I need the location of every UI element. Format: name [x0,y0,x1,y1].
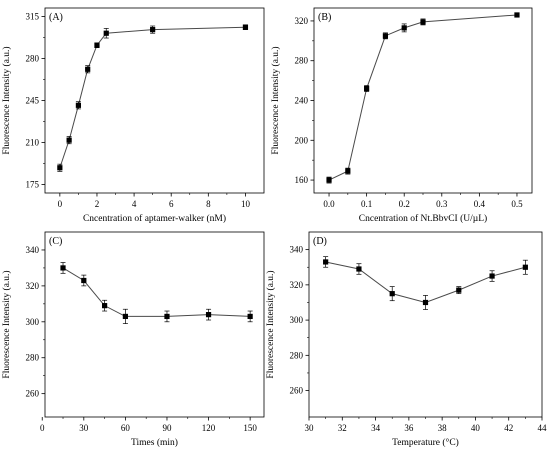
panel-label: (B) [318,12,331,23]
data-point [102,303,108,309]
data-point [401,25,407,31]
y-tick-label: 340 [290,245,304,255]
y-tick-label: 210 [26,138,40,148]
data-point [389,291,395,297]
y-axis-title: Fluorescence Intensity (a.u.) [1,270,12,378]
y-tick-label: 280 [26,353,40,363]
x-tick-label: 8 [206,199,211,209]
data-point [326,177,332,183]
data-point [323,259,329,265]
x-tick-label: 90 [162,423,172,433]
data-point [75,102,82,108]
x-tick-label: 4 [132,199,137,209]
x-tick-label: 40 [471,423,481,433]
x-tick-label: 2 [95,199,100,209]
y-tick-label: 320 [295,16,309,26]
x-tick-label: 44 [538,423,548,433]
series-line [59,26,246,168]
x-tick-label: 150 [243,423,257,433]
x-tick-label: 0.4 [474,199,486,209]
data-point [242,24,249,30]
x-axis-title: Cncentration of aptamer-walker (nM) [83,213,226,224]
y-tick-label: 320 [290,280,304,290]
x-tick-label: 42 [504,423,513,433]
data-point [60,265,66,271]
data-point [382,33,389,39]
y-tick-label: 280 [295,56,309,66]
plot-frame [44,231,265,418]
x-axis-title: Times (min) [131,437,178,448]
y-tick-label: 280 [26,53,40,63]
y-tick-label: 315 [26,11,40,21]
x-tick-label: 10 [241,199,251,209]
y-tick-label: 240 [295,96,309,106]
x-tick-label: 0.3 [436,199,448,209]
plot-frame [308,231,543,418]
y-tick-label: 260 [290,386,304,396]
series-line [328,14,518,181]
y-tick-label: 280 [290,350,304,360]
chart-panel-a: (A) 0 2 4 6 8 10 175 210 245 280 315 Cncentration of… [1,7,265,224]
x-tick-label: 0 [40,423,45,433]
y-tick-label: 160 [295,175,309,185]
data-point [164,313,170,320]
x-axis-title: Cncentration of Nt.BbvCI (U/µL) [359,213,487,224]
y-tick-label: 300 [26,317,40,327]
y-tick-label: 340 [26,245,40,255]
x-tick-label: 0 [58,199,63,209]
x-axis-title: Temperature (°C) [392,437,459,448]
data-point [420,19,426,25]
series-line [62,267,251,317]
panel-label: (C) [49,236,62,247]
data-point [247,313,253,320]
plot-frame [44,7,265,194]
x-tick-label: 0.2 [399,199,410,209]
y-axis-title: Fluorescence Intensity (a.u.) [1,46,12,154]
data-point [456,287,462,293]
x-tick-label: 32 [338,423,347,433]
y-tick-label: 260 [26,389,40,399]
chart-panel-d: (D) 30 32 34 36 38 40 42 44 260 280 300 320 340 Temper… [265,231,548,448]
y-tick-label: 175 [26,180,40,190]
y-axis-title: Fluorescence Intensity (a.u.) [270,46,281,154]
y-axis-title: Fluorescence Intensity (a.u.) [265,270,276,378]
chart-panel-b: (B) 0.0 0.1 0.2 0.3 0.4 0.5 160 200 240 280 320 Cnce… [270,7,533,224]
data-point [489,273,495,279]
data-point [57,165,63,171]
data-point [356,266,362,272]
y-tick-label: 320 [26,281,40,291]
x-tick-label: 0.5 [511,199,523,209]
x-tick-label: 120 [202,423,216,433]
data-point [94,42,100,48]
data-point [66,137,72,143]
y-tick-label: 200 [295,135,309,145]
panel-label: (A) [49,12,63,23]
data-point [81,277,87,284]
y-tick-label: 245 [26,96,40,106]
data-point [205,312,212,318]
x-tick-label: 6 [169,199,174,209]
data-point [150,27,156,33]
x-tick-label: 34 [371,423,381,433]
data-point [103,30,109,36]
x-tick-label: 30 [305,423,315,433]
panel-label: (D) [313,236,327,247]
data-point [514,12,520,18]
x-tick-label: 30 [79,423,89,433]
data-point [345,168,351,174]
x-tick-label: 0.1 [361,199,372,209]
chart-panel-c: (C) 0 30 60 90 120 150 260 280 300 320 340 Times (mi… [1,231,265,448]
x-tick-label: 36 [404,423,414,433]
x-tick-label: 0.0 [323,199,335,209]
data-point [522,264,528,270]
x-tick-label: 38 [438,423,448,433]
x-tick-label: 60 [121,423,131,433]
plot-frame [313,7,533,194]
data-point [364,85,370,92]
data-point [122,313,128,320]
y-tick-label: 300 [290,315,304,325]
data-point [422,299,429,306]
data-point [85,66,91,72]
